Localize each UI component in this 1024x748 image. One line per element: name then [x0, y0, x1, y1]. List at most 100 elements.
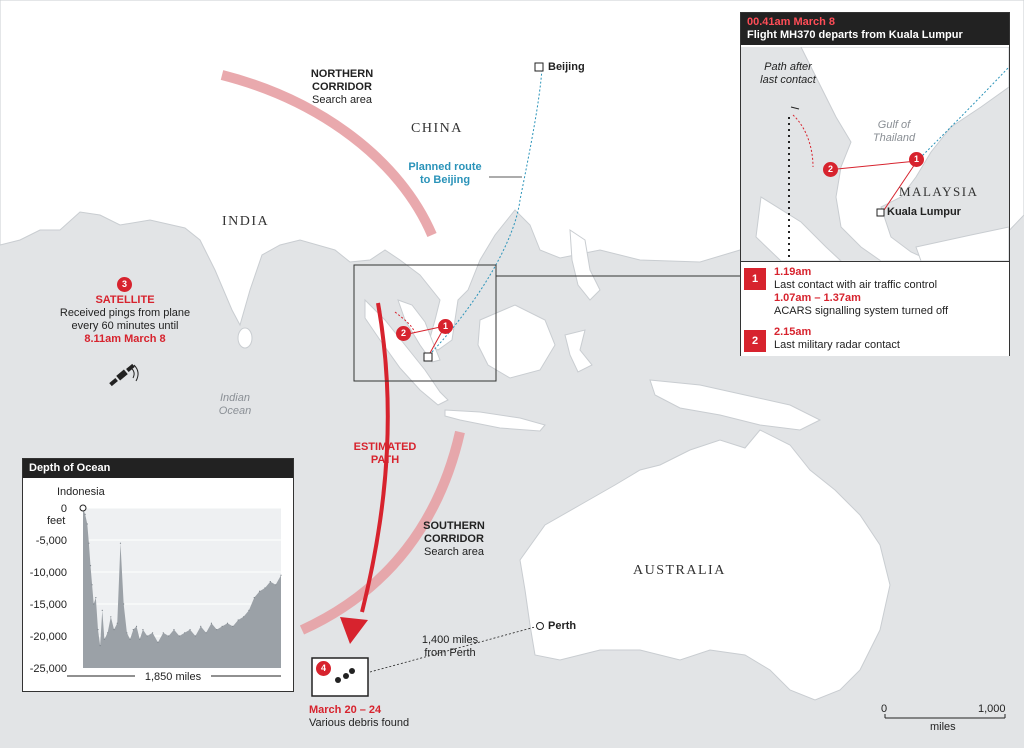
satellite-icon [109, 363, 135, 387]
depth-chart-point [258, 590, 261, 592]
southern-corridor-arc [299, 430, 465, 635]
depth-chart-area [83, 508, 281, 668]
depth-chart-point [168, 635, 170, 637]
depth-chart-point [200, 625, 202, 627]
inset-zoom-box [353, 264, 497, 382]
marker-2-main: 2 [396, 326, 411, 341]
legend-badge-2: 2 [744, 330, 766, 352]
sulawesi [564, 329, 593, 373]
marker-3-satellite: 3 [117, 277, 132, 292]
marker-4-debris: 4 [316, 661, 331, 676]
legend-event-2: 2.15am Last military radar contact [774, 326, 1006, 352]
depth-chart-point [242, 616, 245, 618]
depth-chart-point [280, 574, 282, 576]
depth-chart-point [101, 609, 103, 611]
kl-marker-inset [876, 208, 885, 217]
depth-chart-point [157, 641, 159, 643]
satellite-time: 8.11am March 8 [84, 333, 166, 345]
depth-chart-point [275, 584, 277, 586]
country-label-australia: AUSTRALIA [633, 563, 726, 578]
estimated-path-line2: PATH [370, 454, 400, 466]
depth-chart-title: Depth of Ocean [23, 459, 293, 478]
depth-chart-svg: 0 -5,000 -10,000 -15,000 -20,000 -25,000 1,850… [30, 503, 282, 683]
depth-chart-point [91, 584, 93, 586]
depth-chart-point [116, 622, 118, 624]
estimated-path-line1: ESTIMATED [353, 441, 417, 453]
perth-marker [536, 622, 544, 630]
legend-event-2-time: 2.15am [774, 326, 812, 338]
depth-chart-point [264, 587, 266, 589]
estimated-path-label: ESTIMATED PATH [340, 441, 430, 467]
depth-chart-point [110, 616, 112, 618]
satellite-block: SATELLITE Received pings from plane ever… [48, 294, 202, 346]
estimated-path-line [360, 302, 390, 613]
ocean-label: Indian Ocean [205, 392, 265, 418]
inset-map [741, 47, 1009, 261]
depth-chart-point [210, 622, 213, 624]
northern-corridor-arc [220, 70, 437, 237]
depth-chart-point [103, 638, 106, 640]
southern-corridor-label: SOUTHERN CORRIDOR Search area [412, 520, 496, 559]
depth-chart-indonesia-marker [79, 504, 87, 512]
depth-chart-point [132, 629, 134, 631]
planned-route-line2: to Beijing [419, 174, 471, 186]
southern-corridor-line1: SOUTHERN [423, 520, 485, 532]
debris-text: Various debris found [309, 717, 410, 729]
depth-chart-point [97, 629, 99, 631]
debris-caption: March 20 – 24 Various debris found [309, 704, 449, 730]
depth-chart-point [95, 597, 97, 599]
depth-chart-point [184, 632, 186, 634]
depth-chart-point [216, 629, 218, 631]
depth-chart-panel: Depth of Ocean 0 -5,000 -10,000 -15,000 -20,… [22, 458, 294, 692]
depth-chart-point [232, 625, 234, 627]
kl-marker-main [423, 352, 433, 362]
inset-panel: 00.41am March 8 Flight MH370 departs fro… [740, 12, 1010, 356]
depth-chart-ytick-label: -25,000 [30, 663, 67, 675]
southern-corridor-line3: Search area [424, 546, 484, 558]
northern-corridor-line2: CORRIDOR [312, 81, 372, 93]
inset-header: 00.41am March 8 Flight MH370 departs fro… [741, 13, 1009, 45]
inset-gulf-label: Gulf of Thailand [859, 119, 929, 145]
depth-chart-point [107, 632, 109, 634]
satellite-line1: Received pings from plane [59, 307, 191, 319]
philippines [569, 229, 601, 301]
inset-legend: 1 1.19am Last contact with air traffic c… [741, 261, 1009, 356]
legend-event-1-time: 1.19am [774, 266, 812, 278]
depth-chart-point [189, 629, 191, 631]
satellite-title: SATELLITE [95, 294, 155, 306]
inset-city-kuala-lumpur: Kuala Lumpur [887, 206, 961, 218]
inset-gulf-line2: Thailand [872, 132, 916, 144]
inset-country-malaysia: MALAYSIA [899, 184, 979, 199]
depth-chart-point [88, 542, 90, 544]
depth-chart-point [139, 638, 141, 640]
ocean-label-line2: Ocean [218, 405, 252, 417]
depth-chart-point [162, 632, 164, 634]
depth-chart-ytick-label: 0 [61, 503, 67, 515]
borneo [477, 304, 556, 379]
inset-marker-1: 1 [909, 152, 924, 167]
depth-chart-point [269, 581, 271, 583]
java [444, 409, 546, 432]
marker-1-main: 1 [438, 319, 453, 334]
depth-chart-point [123, 603, 125, 605]
debris-box [311, 657, 369, 697]
depth-chart-point [89, 565, 92, 567]
ocean-label-line1: Indian [220, 392, 250, 404]
inset-path-note-line1: Path after [764, 61, 812, 73]
depth-chart-point [93, 603, 95, 605]
depth-chart-point [99, 645, 101, 647]
depth-chart-point [173, 629, 175, 631]
southern-corridor-line2: CORRIDOR [424, 533, 484, 545]
legend-event-1: 1.19am Last contact with air traffic con… [774, 266, 1006, 318]
beijing-marker [534, 62, 544, 72]
satellite-line2: every 60 minutes until [71, 320, 179, 332]
legend-event-1-time2: 1.07am – 1.37am [774, 292, 861, 304]
country-label-china: CHINA [411, 121, 463, 136]
northern-corridor-label: NORTHERN CORRIDOR Search area [300, 68, 384, 107]
depth-chart-point [84, 513, 86, 515]
inset-marker-2: 2 [823, 162, 838, 177]
depth-chart-point [135, 625, 138, 627]
depth-chart-point [126, 632, 128, 634]
scale-end: 1,000 [978, 703, 1006, 715]
inset-title: Flight MH370 departs from Kuala Lumpur [747, 29, 963, 41]
